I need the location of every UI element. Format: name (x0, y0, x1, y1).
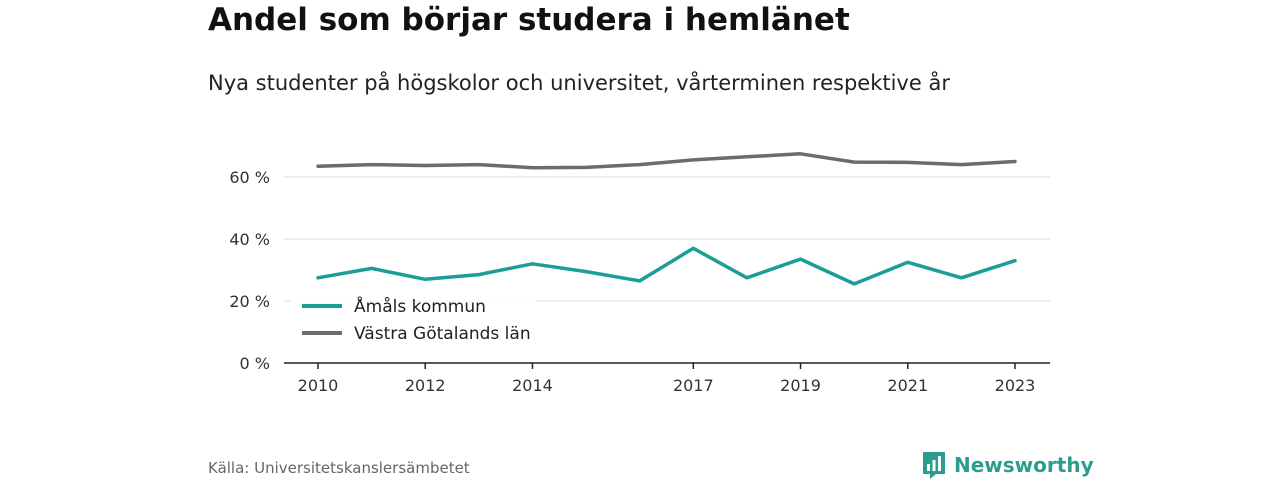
y-tick-label: 60 % (229, 168, 270, 187)
newsworthy-logo-icon (923, 452, 945, 479)
x-tick-label: 2023 (995, 376, 1036, 395)
y-tick-label: 0 % (240, 354, 270, 373)
y-axis-labels: 0 % 20 % 40 % 60 % (229, 168, 270, 373)
y-tick-label: 20 % (229, 292, 270, 311)
x-tick-label: 2021 (887, 376, 928, 395)
legend: Åmåls kommun Västra Götalands län (290, 291, 536, 353)
series-line-amal (316, 246, 1017, 286)
legend-background (290, 291, 536, 353)
x-tick-label: 2010 (298, 376, 339, 395)
x-tick-label: 2014 (512, 376, 553, 395)
series-line-vastra-gotaland (316, 152, 1017, 170)
grid-lines (284, 176, 1050, 302)
y-tick-label: 40 % (229, 230, 270, 249)
chart-subtitle: Nya studenter på högskolor och universit… (208, 71, 950, 95)
x-tick-label: 2012 (405, 376, 446, 395)
legend-label: Västra Götalands län (354, 324, 531, 344)
legend-label: Åmåls kommun (354, 295, 486, 317)
x-tick-label: 2017 (673, 376, 714, 395)
series-lines (316, 152, 1017, 286)
x-axis-labels: 2010 2012 2014 2017 2019 2021 2023 (298, 376, 1036, 395)
chart-title: Andel som börjar studera i hemlänet (208, 2, 850, 38)
brand-logo: Newsworthy (921, 450, 1094, 480)
x-axis (284, 362, 1050, 369)
x-tick-label: 2019 (780, 376, 821, 395)
source-note: Källa: Universitetskanslersämbetet (208, 459, 470, 477)
brand-name: Newsworthy (954, 453, 1094, 477)
